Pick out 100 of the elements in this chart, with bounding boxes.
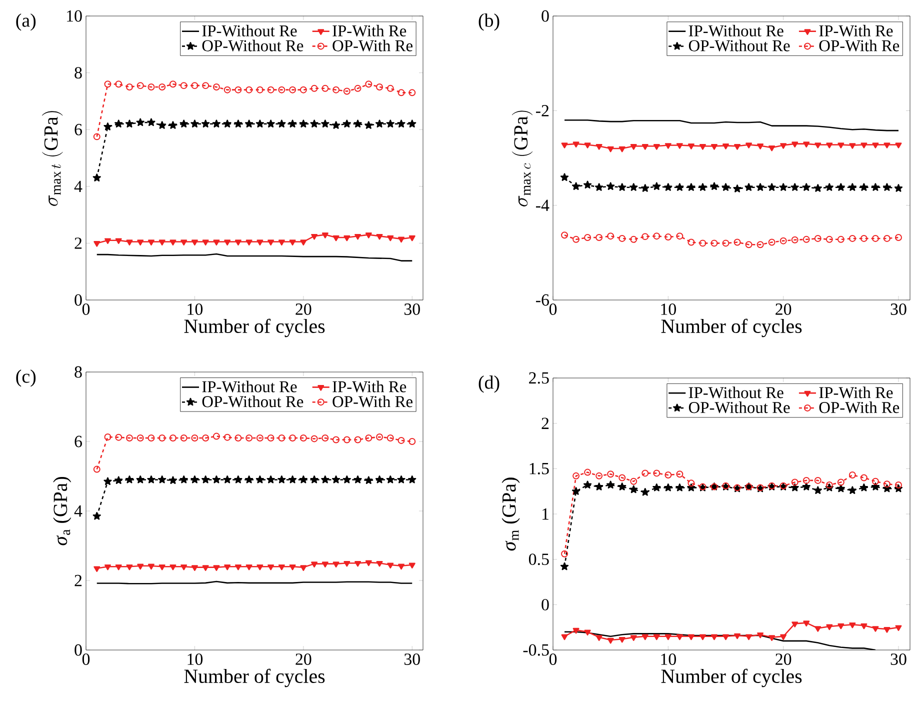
point xyxy=(158,121,166,129)
point xyxy=(148,84,155,90)
point xyxy=(607,146,614,152)
point xyxy=(158,475,166,484)
x-tick-label: 10 xyxy=(661,304,676,315)
point xyxy=(746,634,752,640)
x-tick-label: 30 xyxy=(404,654,420,665)
x-axis-title: Number of cycles xyxy=(184,318,325,338)
y-axis-title: σ$_{a}$ (GPa) xyxy=(53,477,72,546)
point xyxy=(104,564,111,570)
point xyxy=(699,240,706,247)
point xyxy=(664,183,672,191)
point xyxy=(779,183,788,191)
x-tick-label: 0 xyxy=(549,304,557,315)
point xyxy=(882,484,892,492)
point xyxy=(387,235,394,242)
point xyxy=(607,638,614,644)
point xyxy=(872,142,879,148)
point xyxy=(814,234,822,242)
point xyxy=(202,475,210,484)
point xyxy=(212,432,220,440)
point xyxy=(596,472,603,480)
point xyxy=(223,120,232,128)
y-tick-label: 0 xyxy=(74,644,82,656)
point xyxy=(354,560,362,567)
point xyxy=(322,84,329,92)
point xyxy=(744,183,753,191)
x-tick-label: 30 xyxy=(890,304,906,315)
point xyxy=(278,240,285,246)
point xyxy=(584,234,592,242)
point xyxy=(860,623,868,630)
point xyxy=(584,468,592,476)
point xyxy=(300,86,307,94)
point xyxy=(190,475,199,484)
point xyxy=(246,564,252,570)
point xyxy=(595,482,604,490)
point xyxy=(884,627,890,633)
point xyxy=(802,476,810,484)
point xyxy=(332,86,340,94)
point xyxy=(676,483,684,492)
point xyxy=(136,475,144,484)
point xyxy=(266,475,275,484)
legend-label: OP-Without Re xyxy=(688,402,790,414)
point xyxy=(560,562,569,570)
point xyxy=(849,143,856,149)
point xyxy=(790,483,799,492)
point xyxy=(344,560,350,567)
point xyxy=(234,86,242,94)
y-tick-label: 2 xyxy=(74,238,82,249)
point xyxy=(93,133,100,140)
point xyxy=(884,142,890,148)
chart-title: (a) xyxy=(16,14,36,31)
point xyxy=(148,434,155,442)
point xyxy=(746,142,752,148)
point xyxy=(596,635,602,641)
point xyxy=(606,182,615,190)
point xyxy=(136,82,144,90)
point xyxy=(780,237,787,244)
point xyxy=(332,436,340,444)
point xyxy=(398,236,404,243)
point xyxy=(202,120,210,128)
point xyxy=(408,89,416,96)
point xyxy=(733,184,742,192)
point xyxy=(572,472,580,480)
point xyxy=(354,120,362,128)
point xyxy=(561,550,568,558)
point xyxy=(158,564,166,570)
legend-label: IP-Without Re xyxy=(688,386,784,398)
point xyxy=(288,475,297,484)
point xyxy=(322,232,328,238)
point xyxy=(256,240,264,246)
point xyxy=(630,635,637,641)
point xyxy=(814,626,822,632)
point xyxy=(397,475,406,484)
point xyxy=(860,183,868,191)
point xyxy=(375,120,384,128)
point xyxy=(792,622,798,628)
y-tick-label: 10 xyxy=(67,10,82,22)
y-tick-label: 8 xyxy=(74,67,82,79)
chart-title: (c) xyxy=(16,370,36,387)
point xyxy=(756,183,764,191)
point xyxy=(343,88,350,95)
point xyxy=(147,475,156,484)
point xyxy=(158,434,166,442)
x-tick-label: 0 xyxy=(549,654,557,665)
point xyxy=(310,435,318,442)
point xyxy=(267,86,274,94)
point xyxy=(734,633,741,640)
point xyxy=(224,86,231,94)
point xyxy=(386,475,394,484)
point xyxy=(288,120,297,128)
point xyxy=(583,480,592,489)
point xyxy=(688,144,694,150)
point xyxy=(213,240,220,246)
point xyxy=(398,89,405,96)
point xyxy=(642,233,649,240)
point xyxy=(397,120,406,128)
point xyxy=(791,478,798,486)
point xyxy=(676,143,683,149)
point xyxy=(311,562,318,568)
